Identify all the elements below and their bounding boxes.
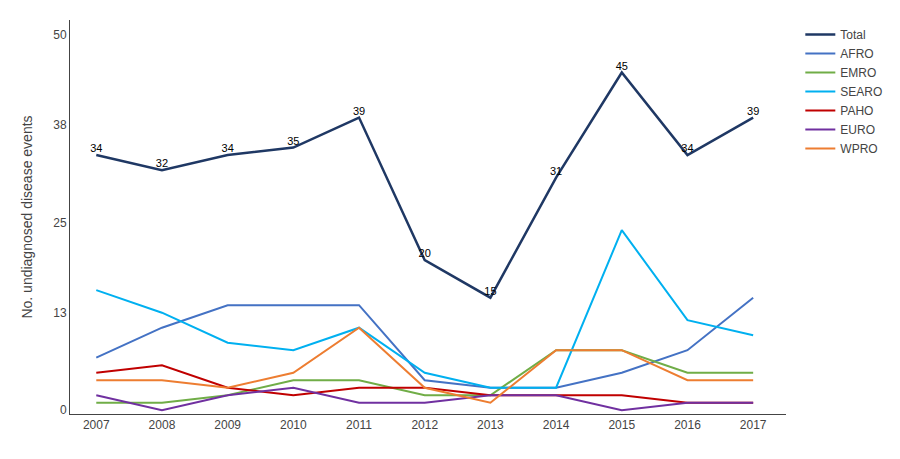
- svg-text:34: 34: [222, 142, 234, 154]
- svg-text:No. undiagnosed disease events: No. undiagnosed disease events: [19, 115, 35, 318]
- svg-text:2012: 2012: [411, 418, 438, 432]
- svg-text:2014: 2014: [543, 418, 570, 432]
- svg-text:13: 13: [53, 306, 67, 320]
- svg-text:2008: 2008: [149, 418, 176, 432]
- svg-text:0: 0: [60, 403, 67, 417]
- svg-text:EURO: EURO: [840, 123, 875, 137]
- svg-text:31: 31: [550, 165, 562, 177]
- svg-text:SEARO: SEARO: [840, 85, 882, 99]
- svg-text:2013: 2013: [477, 418, 504, 432]
- svg-text:50: 50: [53, 28, 67, 42]
- svg-text:Total: Total: [840, 28, 865, 42]
- svg-text:15: 15: [484, 285, 496, 297]
- svg-text:2016: 2016: [674, 418, 701, 432]
- svg-text:2015: 2015: [608, 418, 635, 432]
- svg-text:EMRO: EMRO: [840, 66, 876, 80]
- svg-text:2009: 2009: [214, 418, 241, 432]
- svg-text:2010: 2010: [280, 418, 307, 432]
- svg-text:32: 32: [156, 157, 168, 169]
- svg-text:20: 20: [419, 247, 431, 259]
- svg-text:AFRO: AFRO: [840, 47, 873, 61]
- svg-text:35: 35: [287, 135, 299, 147]
- svg-text:25: 25: [53, 216, 67, 230]
- svg-text:38: 38: [53, 118, 67, 132]
- svg-text:2011: 2011: [346, 418, 372, 432]
- svg-text:2007: 2007: [83, 418, 110, 432]
- svg-text:39: 39: [747, 105, 759, 117]
- svg-text:34: 34: [681, 142, 693, 154]
- svg-text:45: 45: [616, 60, 628, 72]
- svg-text:39: 39: [353, 105, 365, 117]
- svg-text:WPRO: WPRO: [840, 142, 877, 156]
- svg-text:34: 34: [90, 142, 102, 154]
- svg-text:2017: 2017: [740, 418, 767, 432]
- svg-text:PAHO: PAHO: [840, 104, 873, 118]
